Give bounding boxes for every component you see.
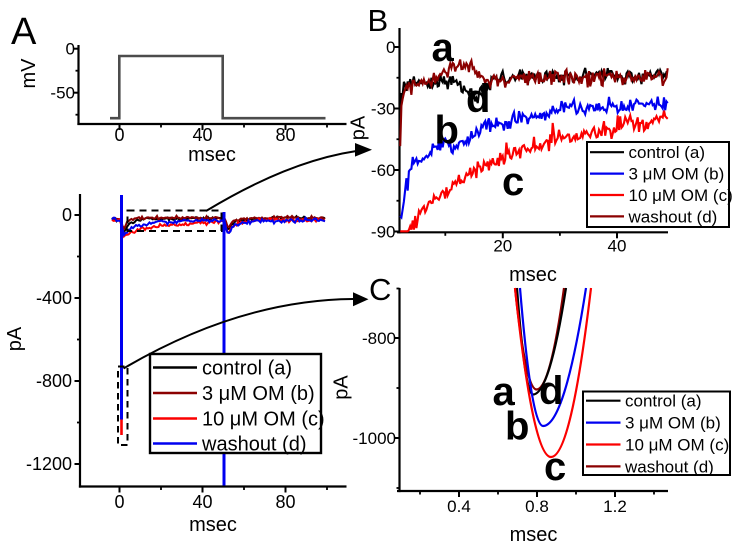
svg-text:-400: -400	[36, 288, 72, 308]
svg-text:20: 20	[493, 237, 512, 256]
svg-text:msec: msec	[188, 144, 236, 166]
svg-text:3 μM OM (b): 3 μM OM (b)	[629, 165, 725, 184]
svg-text:msec: msec	[510, 524, 558, 546]
svg-text:-1000: -1000	[353, 429, 396, 448]
svg-text:d: d	[466, 77, 490, 121]
svg-text:washout (d): washout (d)	[201, 434, 307, 456]
svg-text:pA: pA	[348, 115, 370, 140]
svg-text:C: C	[369, 272, 391, 307]
svg-text:-800: -800	[36, 371, 72, 391]
svg-text:80: 80	[275, 492, 295, 512]
svg-text:10 μM OM (c): 10 μM OM (c)	[625, 435, 729, 454]
svg-text:0: 0	[66, 40, 75, 59]
svg-text:-90: -90	[371, 223, 396, 242]
svg-text:-800: -800	[362, 329, 396, 348]
svg-text:pA: pA	[331, 375, 353, 400]
svg-text:msec: msec	[189, 514, 237, 536]
svg-text:-1200: -1200	[26, 454, 72, 474]
svg-text:control (a): control (a)	[625, 392, 702, 411]
svg-text:0: 0	[62, 205, 72, 225]
svg-text:-60: -60	[371, 161, 396, 180]
svg-text:pA: pA	[4, 326, 26, 351]
svg-text:b: b	[435, 109, 459, 153]
svg-text:1.2: 1.2	[603, 497, 627, 516]
svg-text:A: A	[11, 11, 37, 53]
svg-text:washout (d): washout (d)	[624, 457, 714, 476]
svg-text:c: c	[544, 445, 566, 489]
svg-text:d: d	[539, 369, 563, 413]
svg-text:mV: mV	[18, 58, 40, 89]
svg-text:a: a	[493, 370, 516, 414]
svg-text:control (a): control (a)	[202, 358, 292, 380]
svg-text:10 μM OM (c): 10 μM OM (c)	[202, 409, 325, 431]
svg-text:10 μM OM (c): 10 μM OM (c)	[629, 186, 733, 205]
svg-text:0: 0	[386, 38, 395, 57]
svg-text:3 μM OM (b): 3 μM OM (b)	[202, 383, 315, 405]
svg-text:control (a): control (a)	[629, 143, 706, 162]
svg-text:B: B	[368, 3, 389, 38]
svg-text:washout (d): washout (d)	[628, 207, 718, 226]
svg-text:-30: -30	[371, 100, 396, 119]
svg-text:40: 40	[192, 125, 212, 145]
svg-text:0.4: 0.4	[447, 497, 471, 516]
svg-text:0.8: 0.8	[525, 497, 549, 516]
svg-text:3 μM OM (b): 3 μM OM (b)	[625, 414, 721, 433]
svg-text:0: 0	[114, 492, 124, 512]
svg-text:40: 40	[192, 492, 212, 512]
svg-text:b: b	[505, 405, 529, 449]
svg-text:c: c	[502, 160, 524, 204]
svg-text:a: a	[432, 26, 455, 70]
svg-text:0: 0	[114, 125, 124, 145]
svg-text:80: 80	[275, 125, 295, 145]
svg-text:-50: -50	[50, 84, 75, 103]
svg-text:msec: msec	[509, 264, 557, 286]
svg-text:40: 40	[608, 237, 627, 256]
